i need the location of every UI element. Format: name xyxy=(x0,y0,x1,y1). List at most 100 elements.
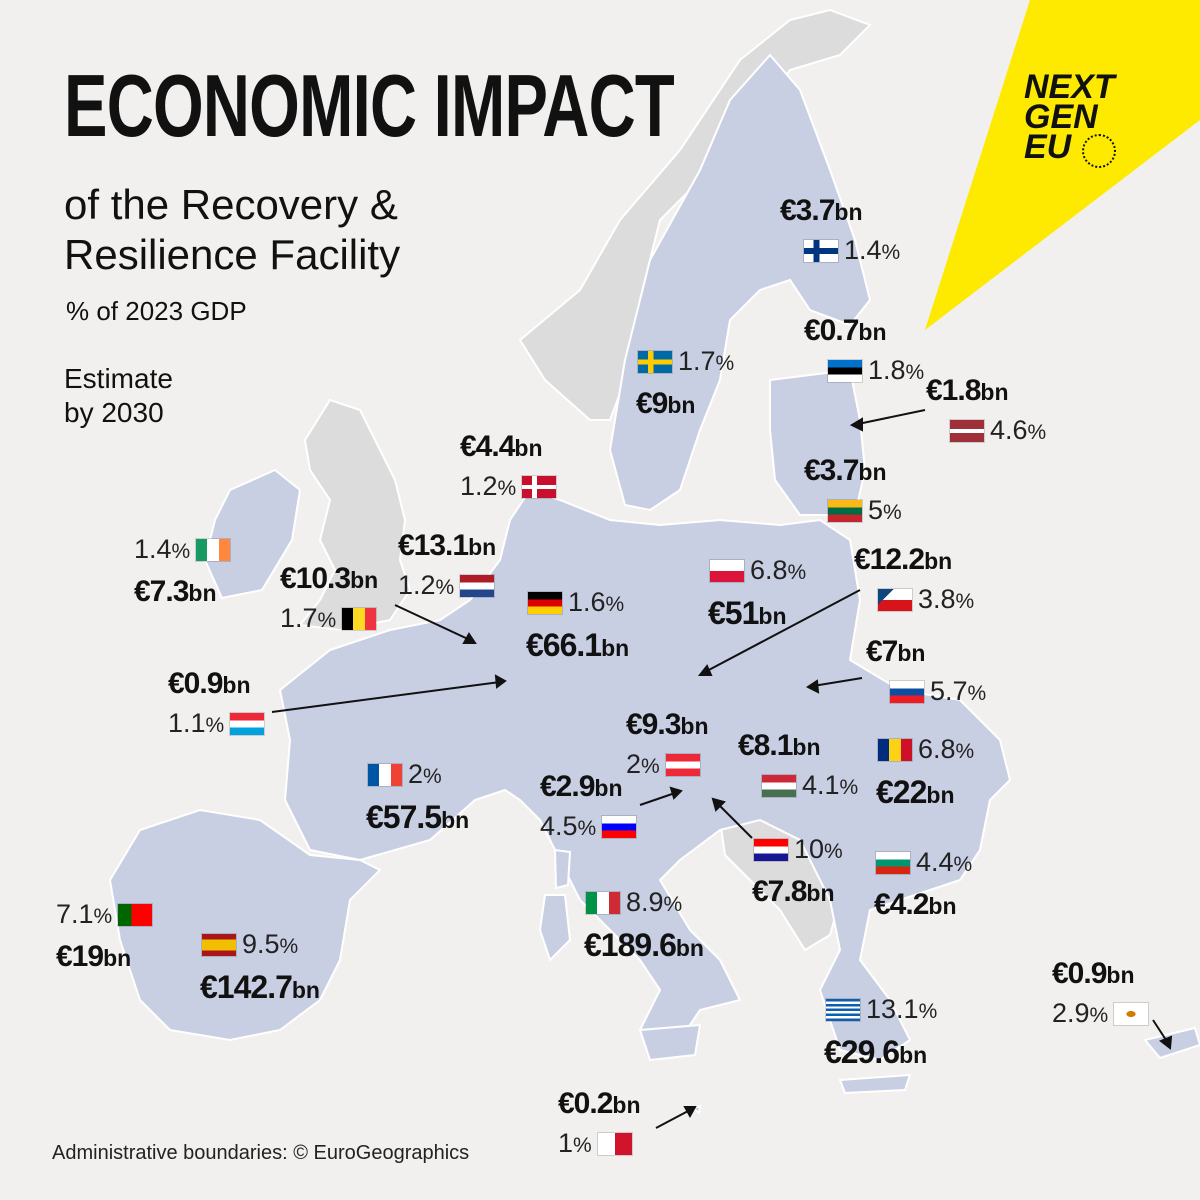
gdp-percent-unit: % xyxy=(663,893,683,916)
czechia-flag xyxy=(878,589,912,611)
country-label-pt: 7.1% €19bn xyxy=(56,895,158,977)
country-label-se: 1.7% €9bn xyxy=(632,342,734,424)
amount-number: €0.7 xyxy=(804,314,859,347)
flag-percent-row: 2.9% xyxy=(1052,994,1154,1037)
amount-value: €66.1bn xyxy=(522,626,629,667)
finland-flag xyxy=(804,240,838,262)
gdp-percent-number: 1.8 xyxy=(868,355,906,385)
amount-unit: bn xyxy=(834,199,863,225)
amount-unit: bn xyxy=(222,672,251,698)
country-label-ro: 6.8% €22bn xyxy=(872,730,974,814)
gdp-percent-unit: % xyxy=(435,576,455,599)
gdp-percent-unit: % xyxy=(881,241,901,264)
sardinia-shape xyxy=(538,894,572,962)
country-label-hu: €8.1bn 4.1% xyxy=(738,727,858,809)
spain-flag xyxy=(202,934,236,956)
amount-unit: bn xyxy=(601,635,630,661)
amount-unit: bn xyxy=(858,319,887,345)
gdp-percent: 1.6% xyxy=(568,587,624,617)
amount-number: €7.8 xyxy=(752,875,807,908)
country-label-sk: €7bn 5.7% xyxy=(866,633,986,715)
gdp-percent-number: 1.7 xyxy=(280,603,318,633)
amount-value: €0.9bn xyxy=(168,665,270,704)
country-label-ee: €0.7bn 1.8% xyxy=(804,312,924,394)
france-flag xyxy=(368,764,402,786)
amount-number: €4.2 xyxy=(874,888,929,921)
gdp-percent-unit: % xyxy=(573,1134,592,1157)
flag-percent-row: 3.8% xyxy=(854,580,974,623)
gdp-percent-number: 1.2 xyxy=(398,570,436,600)
amount-value: €22bn xyxy=(872,773,974,814)
flag-percent-row: 6.8% xyxy=(704,551,806,594)
gdp-percent-number: 1 xyxy=(558,1128,574,1158)
amount-number: €0.9 xyxy=(1052,957,1107,990)
amount-unit: bn xyxy=(594,775,623,801)
flag-percent-row: 8.9% xyxy=(580,883,704,926)
gdp-percent-unit: % xyxy=(497,477,517,500)
amount-unit: bn xyxy=(980,379,1009,405)
flag-percent-row: 1.8% xyxy=(804,351,924,394)
amount-value: €4.4bn xyxy=(460,428,562,467)
latvia-arrow xyxy=(857,409,926,425)
pointer-arrows xyxy=(271,409,1173,1129)
slovenia-flag xyxy=(602,816,637,838)
flag-percent-row: 1% xyxy=(558,1124,641,1167)
flag-percent-row: 5.7% xyxy=(866,672,986,715)
country-label-cz: €12.2bn 3.8% xyxy=(854,541,974,623)
croatia-flag xyxy=(754,839,788,861)
amount-number: €10.3 xyxy=(280,562,351,595)
gdp-percent: 2% xyxy=(408,759,442,789)
amount-unit: bn xyxy=(858,459,887,485)
flag-percent-row: 13.1% xyxy=(820,990,937,1033)
amount-number: €22 xyxy=(876,774,927,810)
amount-unit: bn xyxy=(667,392,696,418)
amount-value: €7.8bn xyxy=(748,873,843,912)
amount-unit: bn xyxy=(926,782,955,808)
gdp-percent-number: 3.8 xyxy=(918,584,956,614)
gdp-percent: 13.1% xyxy=(866,994,937,1024)
gdp-percent: 4.1% xyxy=(802,770,858,800)
flag-percent-row: 1.1% xyxy=(168,704,270,747)
gdp-percent-number: 1.7 xyxy=(678,346,716,376)
austria-flag xyxy=(665,754,700,776)
amount-number: €142.7 xyxy=(200,969,293,1005)
amount-value: €10.3bn xyxy=(280,560,382,599)
flag-percent-row: 6.8% xyxy=(872,730,974,773)
gdp-percent: 5% xyxy=(868,495,902,525)
gdp-percent: 8.9% xyxy=(626,887,682,917)
gdp-percent-number: 2.9 xyxy=(1052,998,1090,1028)
ireland-shape xyxy=(203,468,302,600)
flag-percent-row: 9.5% xyxy=(196,925,320,968)
gdp-percent-number: 6.8 xyxy=(750,555,788,585)
amount-unit: bn xyxy=(792,734,821,760)
country-label-mt: €0.2bn 1% xyxy=(558,1085,641,1167)
amount-value: €0.2bn xyxy=(558,1085,641,1124)
amount-number: €9 xyxy=(636,387,668,420)
gdp-percent-number: 2 xyxy=(408,759,424,789)
gdp-percent: 6.8% xyxy=(918,734,974,764)
cyprus-flag xyxy=(1114,1003,1149,1025)
great-britain-shape xyxy=(298,398,412,632)
map-credit: Administrative boundaries: © EuroGeograp… xyxy=(52,1142,470,1164)
amount-unit: bn xyxy=(758,603,787,629)
luxembourg-flag xyxy=(230,713,265,735)
amount-unit: bn xyxy=(468,534,497,560)
gdp-percent-number: 10 xyxy=(794,834,825,864)
gdp-percent-unit: % xyxy=(918,1000,938,1023)
gdp-percent-unit: % xyxy=(1027,421,1047,444)
title-subheading: of the Recovery & Resilience Facility xyxy=(64,180,400,280)
greece-flag xyxy=(826,999,860,1021)
gdp-percent-unit: % xyxy=(317,609,337,632)
gdp-percent: 1.2% xyxy=(460,471,516,501)
gdp-percent-unit: % xyxy=(171,540,191,563)
iberia-shape xyxy=(108,808,382,1042)
amount-value: €13.1bn xyxy=(398,527,500,566)
flag-percent-row: 4.5% xyxy=(540,807,642,850)
czechia-arrow xyxy=(704,589,861,673)
sweden-finland-shape xyxy=(608,53,872,512)
amount-value: €29.6bn xyxy=(820,1033,937,1074)
amount-value: €3.7bn xyxy=(804,452,902,491)
luxembourg-arrow xyxy=(271,681,501,713)
flag-percent-row: 1.4% xyxy=(780,231,900,274)
